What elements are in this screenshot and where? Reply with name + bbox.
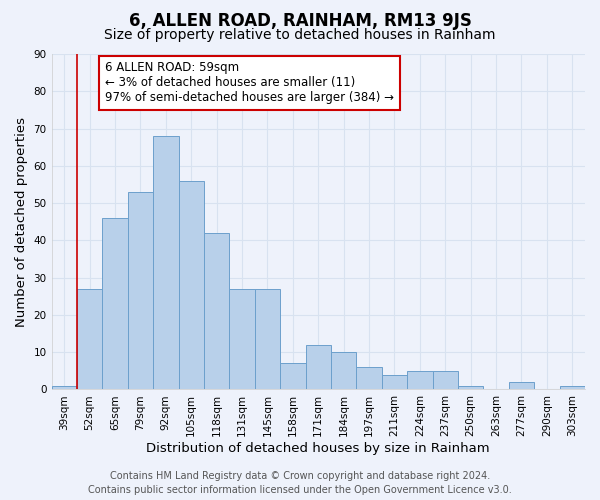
- Bar: [509, 382, 534, 390]
- Text: Contains HM Land Registry data © Crown copyright and database right 2024.
Contai: Contains HM Land Registry data © Crown c…: [88, 471, 512, 495]
- Bar: [458, 386, 484, 390]
- Bar: [128, 192, 153, 390]
- X-axis label: Distribution of detached houses by size in Rainham: Distribution of detached houses by size …: [146, 442, 490, 455]
- Bar: [255, 289, 280, 390]
- Bar: [103, 218, 128, 390]
- Bar: [280, 364, 305, 390]
- Text: 6 ALLEN ROAD: 59sqm
← 3% of detached houses are smaller (11)
97% of semi-detache: 6 ALLEN ROAD: 59sqm ← 3% of detached hou…: [105, 62, 394, 104]
- Bar: [433, 371, 458, 390]
- Bar: [52, 386, 77, 390]
- Bar: [560, 386, 585, 390]
- Text: 6, ALLEN ROAD, RAINHAM, RM13 9JS: 6, ALLEN ROAD, RAINHAM, RM13 9JS: [128, 12, 472, 30]
- Bar: [331, 352, 356, 390]
- Bar: [179, 180, 204, 390]
- Bar: [153, 136, 179, 390]
- Bar: [382, 374, 407, 390]
- Bar: [77, 289, 103, 390]
- Bar: [356, 367, 382, 390]
- Bar: [407, 371, 433, 390]
- Text: Size of property relative to detached houses in Rainham: Size of property relative to detached ho…: [104, 28, 496, 42]
- Bar: [229, 289, 255, 390]
- Y-axis label: Number of detached properties: Number of detached properties: [15, 116, 28, 326]
- Bar: [305, 344, 331, 390]
- Bar: [204, 233, 229, 390]
